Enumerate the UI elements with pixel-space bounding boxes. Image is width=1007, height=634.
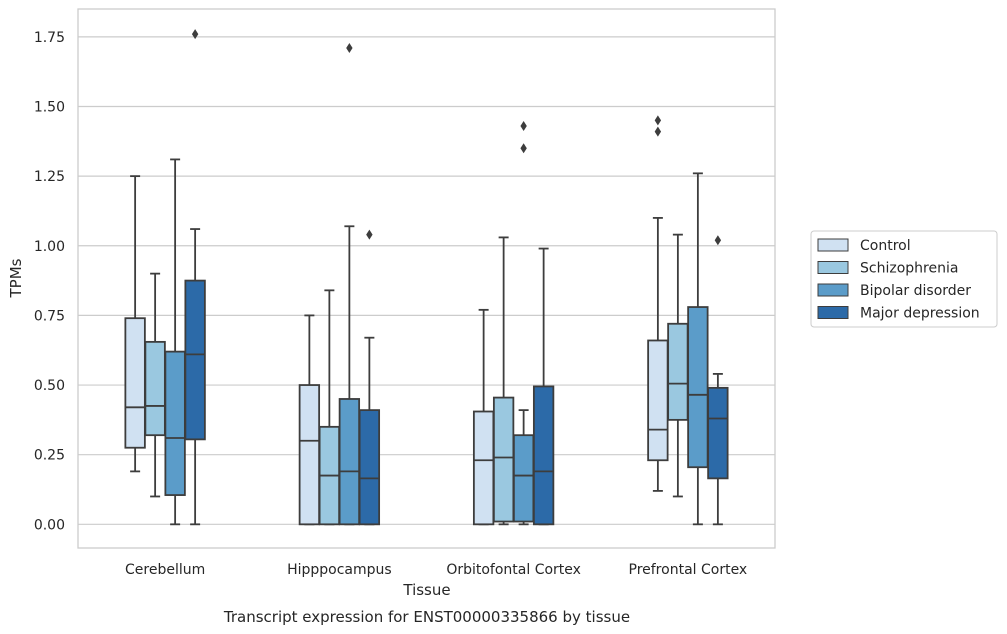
y-tick-label: 1.50 bbox=[34, 99, 65, 115]
outlier-point bbox=[346, 42, 353, 53]
box-schizophrenia bbox=[318, 289, 341, 526]
y-axis-title: TPMs bbox=[7, 258, 25, 298]
x-axis-ticks: Cerebellum Hipppocampus Orbitofontal Corte… bbox=[125, 562, 747, 578]
y-tick-label: 1.00 bbox=[34, 239, 65, 255]
x-tick-label: Prefrontal Cortex bbox=[629, 562, 748, 578]
chart-caption: Transcript expression for ENST0000033586… bbox=[223, 608, 630, 626]
box-major-depression bbox=[532, 247, 555, 526]
outlier-point bbox=[520, 120, 527, 131]
box-control bbox=[124, 175, 146, 473]
outlier-point bbox=[520, 143, 527, 154]
iqr-box bbox=[338, 398, 361, 526]
x-tick-label: Orbitofontal Cortex bbox=[446, 562, 581, 578]
plot-frame bbox=[77, 8, 776, 549]
y-tick-label: 0.00 bbox=[34, 517, 65, 533]
y-tick-label: 1.75 bbox=[34, 30, 65, 46]
box-major-depression bbox=[358, 229, 381, 526]
y-tick-label: 0.25 bbox=[34, 448, 65, 464]
iqr-box bbox=[532, 385, 555, 526]
legend-label: Schizophrenia bbox=[860, 261, 958, 277]
box-control bbox=[647, 115, 669, 492]
iqr-box bbox=[687, 306, 709, 469]
iqr-box bbox=[647, 339, 669, 462]
outlier-point bbox=[654, 115, 662, 126]
x-tick-label: Hipppocampus bbox=[287, 562, 392, 578]
legend-swatch bbox=[817, 283, 849, 297]
box-major-depression bbox=[184, 29, 206, 526]
legend-swatch bbox=[817, 261, 849, 274]
iqr-box bbox=[667, 322, 689, 421]
legend-label: Major depression bbox=[860, 306, 980, 322]
iqr-box bbox=[298, 384, 321, 526]
plot-area bbox=[124, 29, 729, 526]
legend-label: Control bbox=[860, 238, 911, 254]
box-major-depression bbox=[707, 235, 729, 526]
iqr-box bbox=[358, 409, 381, 526]
iqr-box bbox=[707, 386, 729, 480]
box-schizophrenia bbox=[667, 233, 689, 498]
iqr-box bbox=[184, 279, 206, 441]
legend-swatch bbox=[817, 238, 849, 252]
box-control bbox=[472, 308, 495, 526]
box-control bbox=[298, 314, 321, 526]
outlier-point bbox=[366, 229, 373, 240]
box-bipolar-disorder bbox=[338, 42, 361, 526]
x-axis-title: Tissue bbox=[402, 581, 450, 599]
outlier-point bbox=[654, 126, 662, 137]
legend-swatch bbox=[817, 306, 849, 319]
iqr-box bbox=[472, 410, 495, 526]
legend-label: Bipolar disorder bbox=[860, 283, 971, 299]
iqr-box bbox=[492, 396, 515, 523]
box-bipolar-disorder bbox=[164, 158, 186, 526]
box-schizophrenia bbox=[492, 236, 515, 526]
box-schizophrenia bbox=[144, 272, 166, 498]
y-tick-label: 0.50 bbox=[34, 378, 65, 394]
legend-frame bbox=[810, 230, 998, 328]
iqr-box bbox=[512, 434, 535, 523]
outlier-point bbox=[714, 235, 722, 246]
iqr-box bbox=[124, 317, 146, 449]
x-tick-label: Cerebellum bbox=[125, 562, 205, 578]
y-axis-ticks: 0.00 0.25 0.50 0.75 1.00 1.25 1.50 1.75 bbox=[34, 30, 65, 533]
box-bipolar-disorder bbox=[512, 120, 535, 526]
y-tick-label: 0.75 bbox=[34, 308, 65, 324]
legend: Control Schizophrenia Bipolar disorder Majo… bbox=[810, 230, 998, 328]
iqr-box bbox=[144, 340, 166, 437]
y-tick-label: 1.25 bbox=[34, 169, 65, 185]
outlier-point bbox=[191, 29, 199, 40]
iqr-box bbox=[164, 350, 186, 496]
box-bipolar-disorder bbox=[687, 172, 709, 526]
